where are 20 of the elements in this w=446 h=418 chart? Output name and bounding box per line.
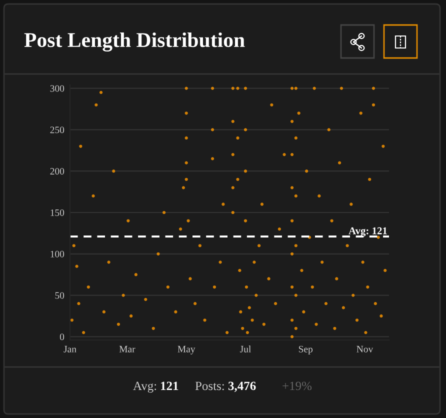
y-tick-label: 200 [50,168,64,175]
x-tick-label: May [178,346,196,354]
x-tick-label: Jan [64,346,76,352]
y-tick-label: 0 [60,334,64,340]
chart-title: Post Length Distribution [24,32,245,52]
y-tick-label: 300 [50,85,64,92]
ref-line-label: Avg: 121 [348,227,387,237]
text: 121 [161,382,178,390]
x-tick-label: Jul [240,346,251,352]
y-tick-label: 150 [50,209,64,216]
y-tick-label: 250 [50,126,64,134]
y-tick-label: 50 [55,292,64,299]
text: +19% [282,382,312,390]
y-tick-label: 100 [50,250,64,258]
x-tick-label: Mar [119,346,136,352]
x-tick-label: Sep [298,346,313,354]
text: 3,476 [228,382,256,392]
text: Avg: [133,382,156,393]
text: Posts: [195,382,224,390]
x-tick-label: Nov [356,346,374,352]
